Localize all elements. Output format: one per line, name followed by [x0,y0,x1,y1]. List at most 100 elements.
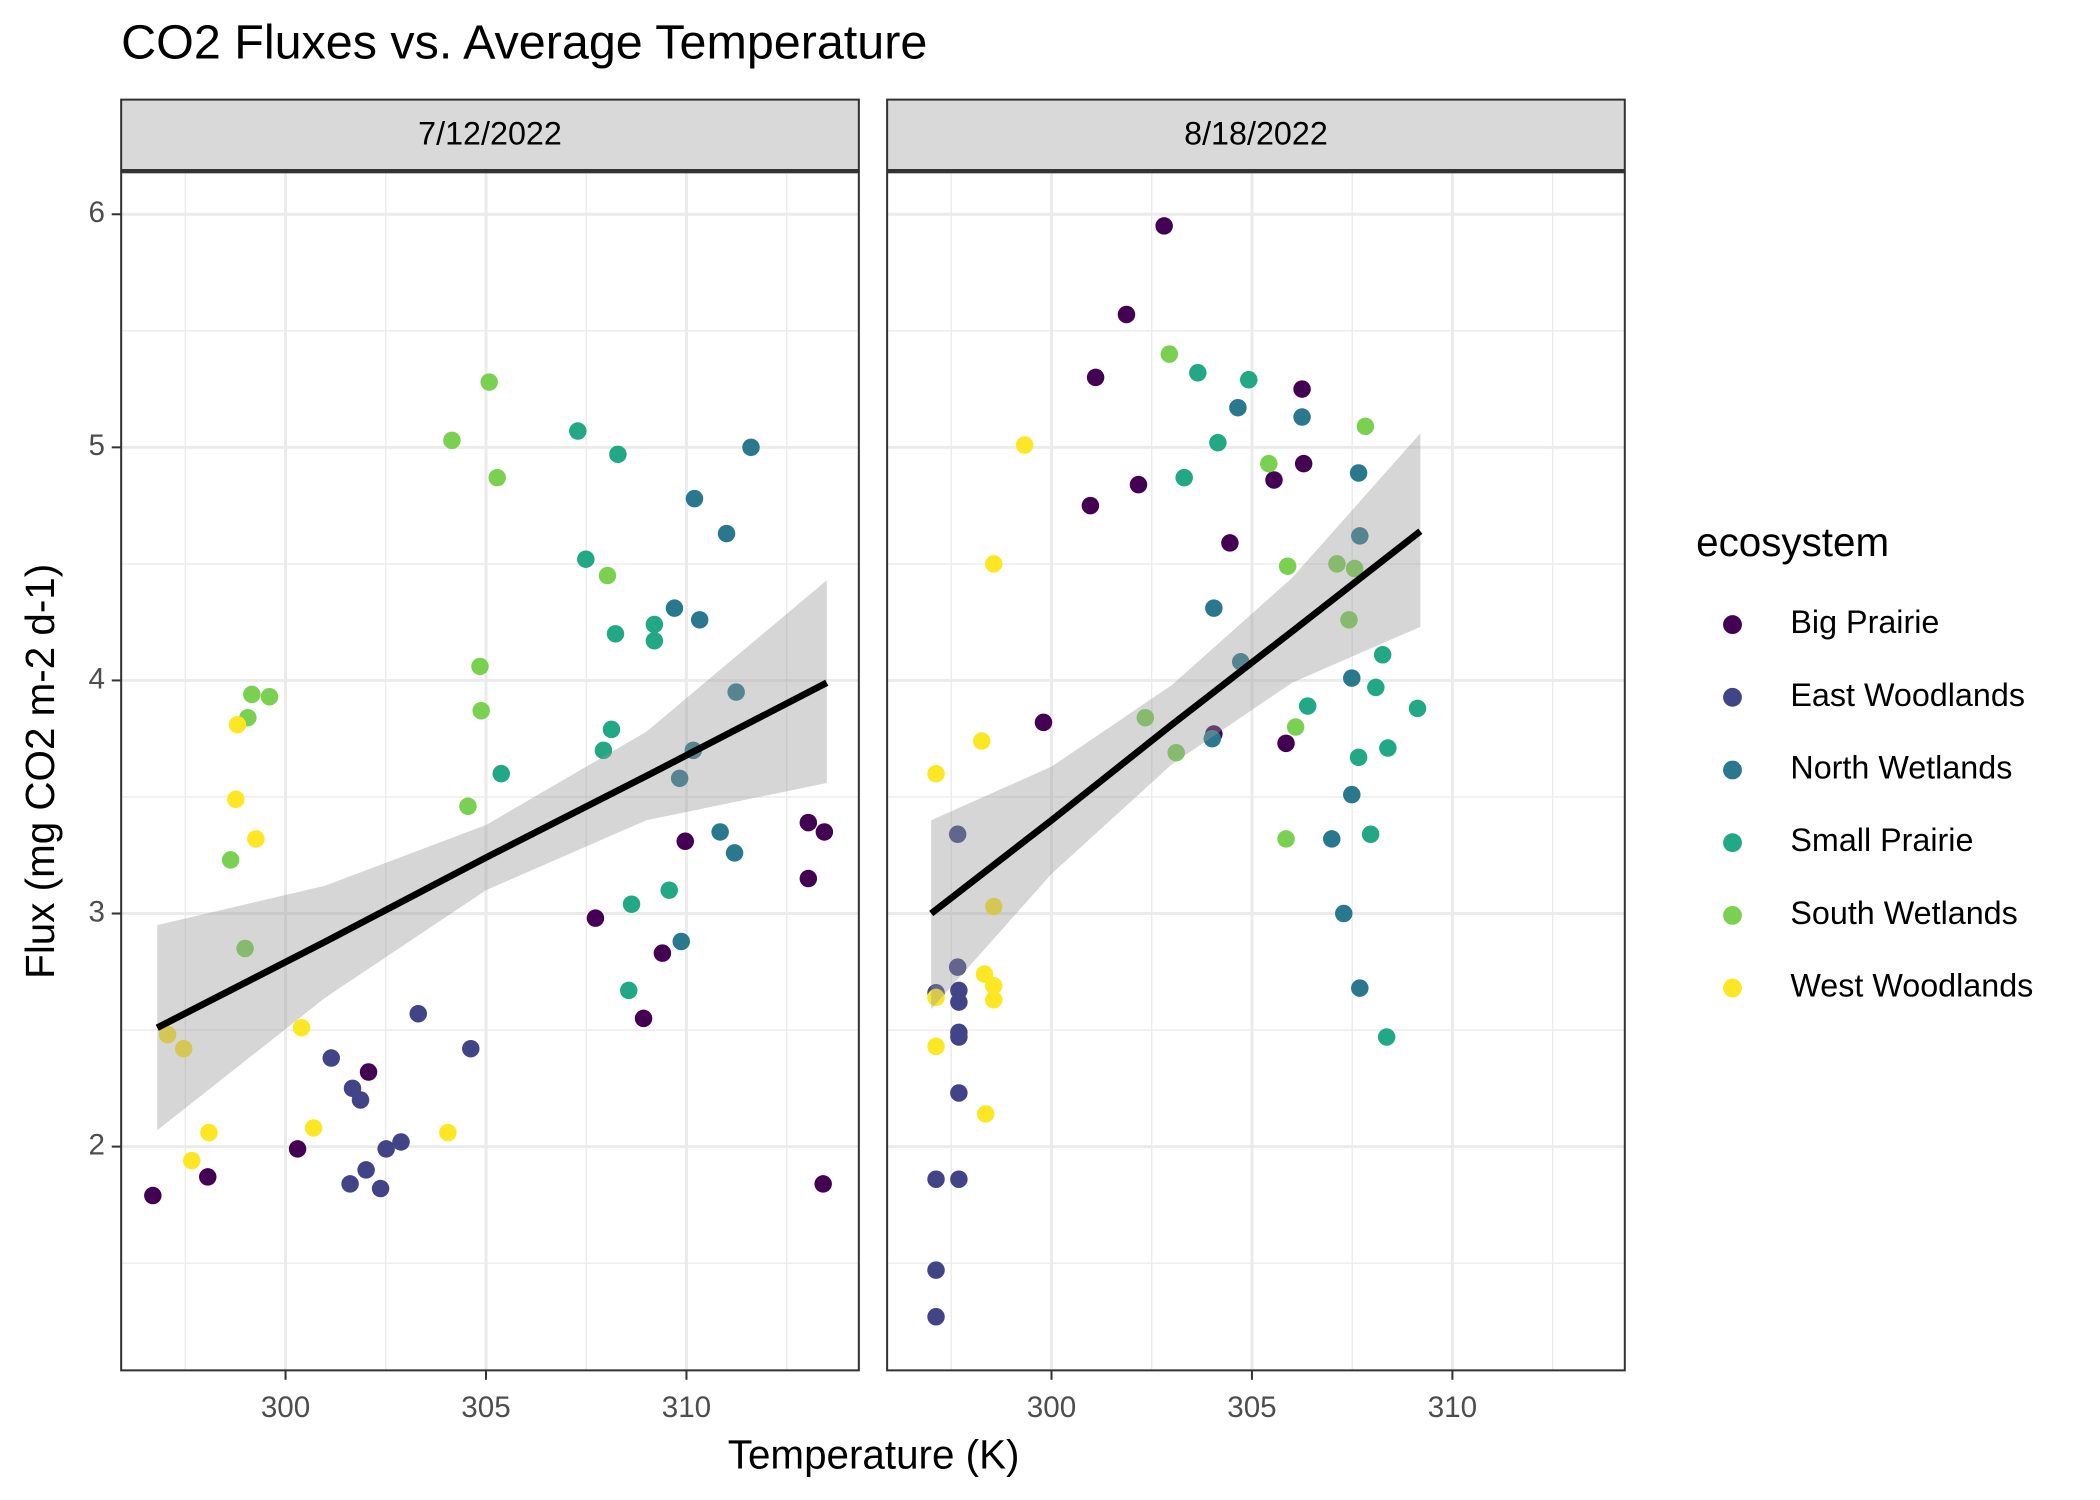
data-point [927,1261,945,1279]
data-point [1322,830,1341,848]
data-point [288,1140,307,1158]
legend-label: West Woodlands [1790,968,2033,1004]
data-point [341,1175,359,1193]
data-point [685,489,704,508]
data-point [260,687,279,706]
data-point [1086,368,1105,387]
x-axis-label: Temperature (K) [728,1432,1020,1478]
data-point [377,1140,395,1158]
data-point [645,615,664,634]
data-point [1265,471,1283,489]
data-point [1175,468,1193,487]
data-point [322,1049,340,1067]
data-point [660,881,678,899]
legend-marker [1723,905,1742,925]
y-tick-label: 5 [89,429,105,462]
legend-label: East Woodlands [1790,677,2025,713]
data-point [1221,534,1239,552]
data-point [1278,557,1297,575]
data-point [676,832,695,851]
data-point [598,566,617,585]
data-point [1328,555,1346,573]
data-point [1351,979,1369,997]
x-tick-label: 305 [1227,1391,1276,1424]
chart-title: CO2 Fluxes vs. Average Temperature [121,16,927,70]
data-point [586,909,605,927]
data-point [371,1179,390,1198]
data-point [814,1175,832,1193]
data-point [182,1151,201,1170]
data-point [670,769,689,788]
data-point [569,422,587,440]
facet-strip [120,98,860,172]
data-point [1349,748,1368,767]
panel-background [121,172,859,1371]
data-point [927,1308,945,1326]
data-point [1209,433,1227,452]
data-point [985,977,1003,995]
data-point [471,657,489,676]
y-axis-label: Flux (mg CO2 m-2 d-1) [17,564,63,979]
data-point [144,1186,162,1205]
data-point [645,632,664,650]
data-point [292,1018,311,1037]
data-point [459,797,477,816]
x-tick-label: 300 [1027,1391,1076,1424]
data-point [950,1028,968,1046]
data-point [200,1123,218,1142]
data-point [1205,599,1223,617]
data-point [927,1170,945,1188]
y-tick-label: 2 [89,1128,105,1161]
data-point [1117,305,1136,324]
data-point [950,1170,968,1188]
data-point [462,1039,480,1058]
data-point [634,1009,653,1028]
legend-label: Big Prairie [1790,604,1939,640]
legend-title: ecosystem [1696,519,1889,565]
data-point [228,715,247,734]
data-point [742,438,760,457]
data-point [439,1123,457,1142]
data-point [357,1161,375,1179]
data-point [665,599,684,617]
data-point [174,1039,193,1058]
data-point [948,825,967,844]
data-point [1294,454,1313,473]
data-point [602,720,621,739]
x-tick-label: 310 [1428,1391,1477,1424]
y-tick-label: 4 [89,662,105,695]
data-point [985,555,1003,573]
data-point [359,1063,378,1081]
legend-label: North Wetlands [1790,750,2012,786]
data-point [1034,713,1053,732]
legend-marker [1723,833,1742,853]
data-point [1349,464,1368,482]
x-tick-label: 310 [662,1391,711,1424]
data-point [1155,217,1173,235]
fit-line [155,679,829,1031]
data-point [1293,380,1311,398]
data-point [1277,734,1295,753]
legend-marker [1723,978,1742,998]
data-point [950,1084,968,1102]
data-point [1189,364,1207,382]
y-tick-label: 3 [89,895,105,928]
data-point [1408,699,1427,718]
data-point [243,685,261,704]
data-point [927,988,945,1007]
legend-marker [1723,687,1742,707]
data-point [725,844,744,862]
data-point [1129,475,1148,494]
data-point [409,1004,427,1023]
y-tick-label: 6 [89,196,105,229]
legend-marker [1723,760,1742,780]
data-point [247,830,265,848]
data-point [672,932,690,951]
data-point [1343,669,1361,687]
facet-label: 7/12/2022 [418,115,562,151]
data-point [1340,611,1358,629]
data-point [351,1091,370,1109]
data-point [480,373,498,391]
data-point [1239,371,1258,389]
